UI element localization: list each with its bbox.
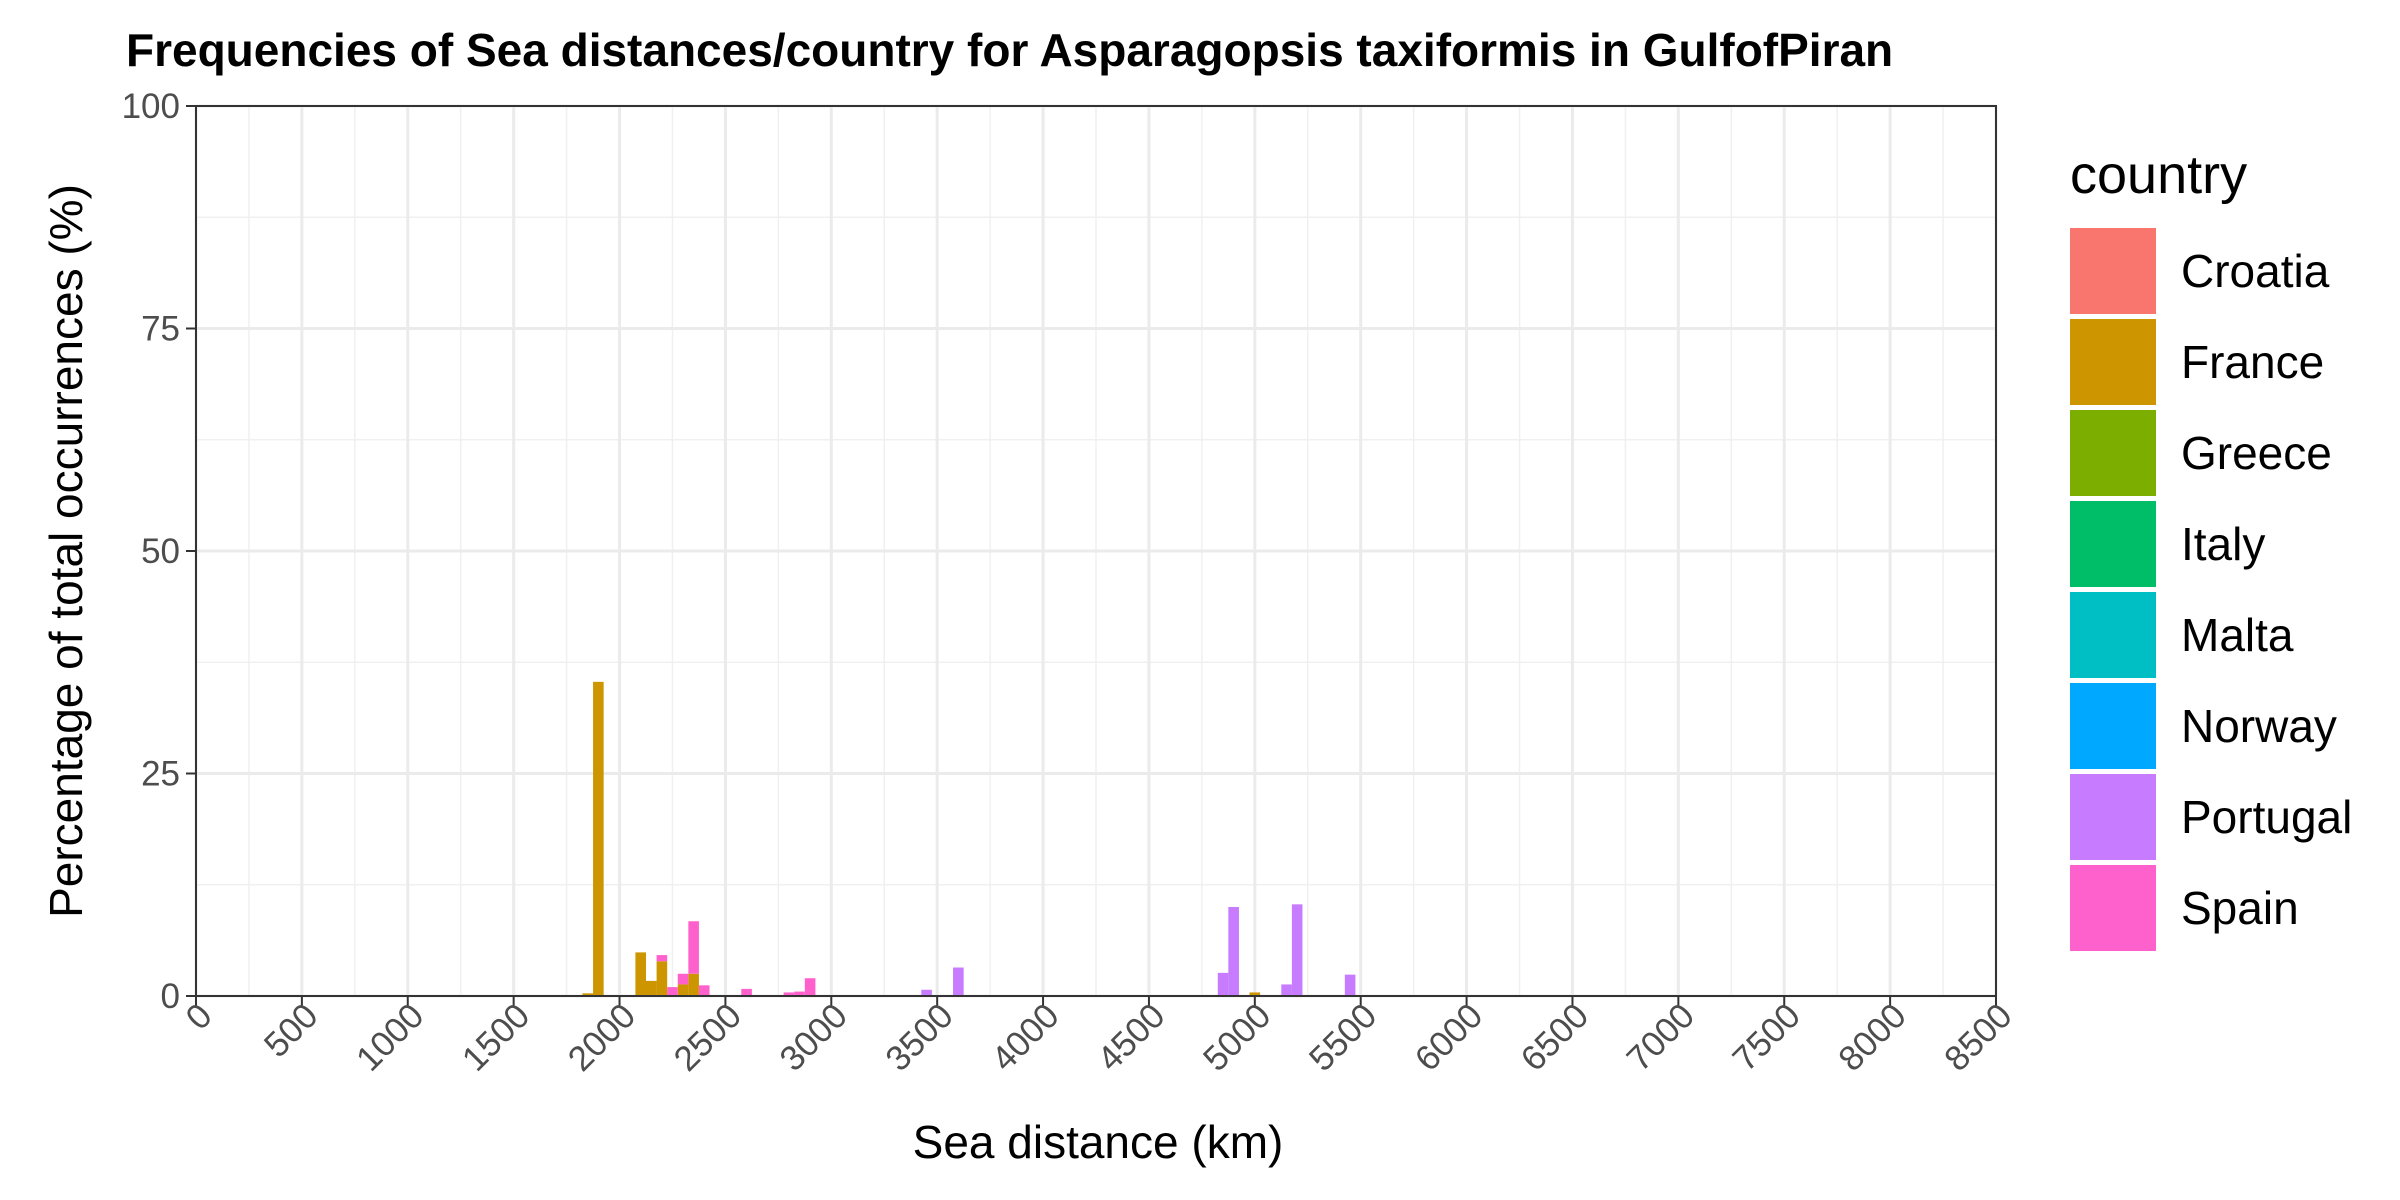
bar-portugal [1291, 904, 1303, 996]
bar-portugal [1228, 907, 1239, 996]
histogram-bars [582, 681, 1356, 996]
bar-france [582, 993, 594, 996]
legend-key-portugal [2070, 774, 2156, 860]
legend-label-greece: Greece [2181, 427, 2332, 479]
bar-portugal [1281, 984, 1292, 996]
bar-spain [794, 991, 805, 996]
legend-label-croatia: Croatia [2181, 245, 2330, 297]
legend-key-france [2070, 319, 2156, 405]
y-axis-title: Percentage of total occurrences (%) [40, 184, 92, 918]
bar-portugal [1217, 972, 1229, 996]
bar-france [646, 980, 657, 996]
bar-spain [677, 973, 689, 985]
legend-label-malta: Malta [2181, 609, 2294, 661]
bar-portugal [1344, 974, 1356, 996]
bar-portugal [953, 967, 964, 996]
bar-spain [804, 978, 816, 996]
bar-portugal [921, 989, 932, 996]
y-tick-label: 75 [141, 310, 180, 349]
chart-title: Frequencies of Sea distances/country for… [126, 24, 1893, 76]
legend-key-greece [2070, 410, 2156, 496]
legend-label-france: France [2181, 336, 2324, 388]
bar-spain [667, 987, 678, 996]
legend-key-croatia [2070, 228, 2156, 314]
bar-spain [656, 955, 668, 962]
legend-key-malta [2070, 592, 2156, 678]
bar-france [593, 681, 604, 996]
bar-spain [688, 921, 699, 974]
legend-key-spain [2070, 865, 2156, 951]
legend: country Croatia France Greece Italy Malta Nor… [2070, 145, 2352, 951]
bar-france [1249, 992, 1261, 996]
legend-title: country [2070, 145, 2247, 205]
bar-france [656, 961, 668, 996]
y-tick-label: 25 [141, 755, 180, 794]
y-tick-label: 0 [161, 977, 180, 1016]
bar-france [688, 973, 699, 996]
x-axis-title: Sea distance (km) [913, 1116, 1284, 1168]
bar-france [635, 952, 646, 996]
y-tick-label: 50 [141, 532, 180, 571]
plot-area [194, 104, 1998, 998]
y-axis: 0 25 50 75 100 [122, 87, 196, 1016]
legend-label-norway: Norway [2181, 700, 2337, 752]
legend-label-spain: Spain [2181, 882, 2299, 934]
y-tick-label: 100 [122, 87, 180, 126]
bar-spain [783, 992, 795, 996]
legend-items: Croatia France Greece Italy Malta Norway Portu… [2070, 228, 2352, 951]
bar-spain [741, 988, 752, 996]
legend-label-portugal: Portugal [2181, 791, 2352, 843]
bar-france [677, 984, 689, 996]
legend-label-italy: Italy [2181, 518, 2265, 570]
bar-spain [698, 985, 710, 996]
legend-key-italy [2070, 501, 2156, 587]
legend-key-norway [2070, 683, 2156, 769]
